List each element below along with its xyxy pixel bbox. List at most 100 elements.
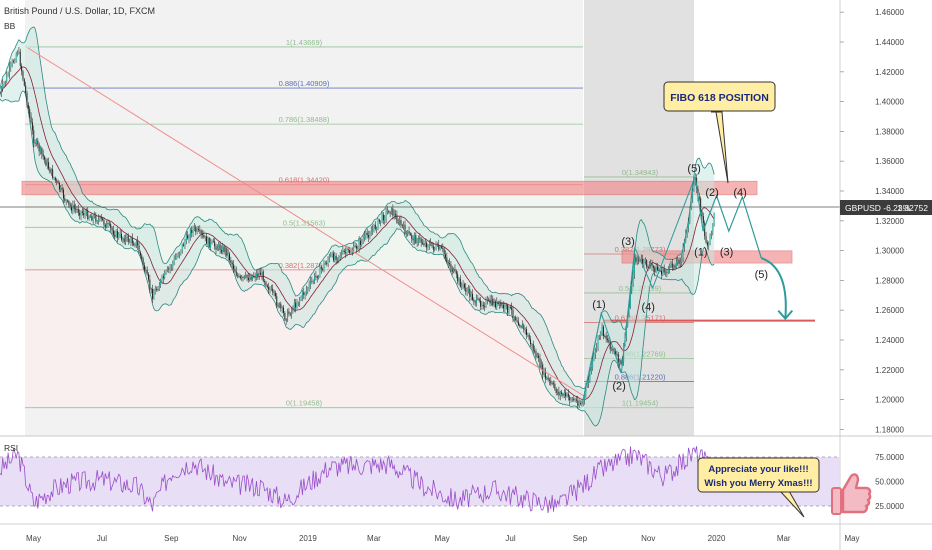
candle-body: [276, 296, 278, 305]
candle-body: [578, 403, 580, 406]
candle-body: [396, 215, 398, 223]
candle-body: [249, 276, 251, 281]
bb-fill: [0, 26, 715, 427]
candle-body: [72, 205, 74, 211]
candle-body: [83, 213, 85, 216]
candle-body: [247, 277, 249, 281]
candle-body: [494, 301, 496, 308]
candle-body: [235, 271, 237, 276]
candle-body: [91, 216, 93, 221]
candle-body: [187, 235, 189, 239]
candle-body: [542, 364, 544, 375]
candle-body: [242, 277, 244, 278]
candle-body: [355, 246, 357, 249]
candle-body: [682, 247, 684, 258]
candle-body: [705, 236, 707, 243]
candle-body: [611, 348, 613, 350]
candle-body: [480, 300, 482, 307]
candle-body: [173, 258, 175, 263]
candle-body: [454, 268, 456, 272]
candle-body: [384, 218, 386, 221]
candle-body: [143, 265, 145, 271]
candle-body: [203, 234, 205, 238]
price-tick-label: 1.42000: [875, 68, 904, 77]
resistance-zone[interactable]: [21, 180, 758, 196]
thumbs-up-icon: [831, 473, 872, 515]
candle-body: [662, 268, 664, 275]
candle-body: [218, 244, 220, 249]
candle-body: [535, 351, 537, 358]
candle-body: [137, 241, 139, 246]
candle-body: [224, 248, 226, 253]
time-tick-label: May: [435, 534, 450, 543]
candle-body: [702, 216, 704, 224]
fibo-callout[interactable]: FIBO 618 POSITION: [663, 81, 776, 184]
candle-body: [145, 269, 147, 271]
candle-body: [493, 301, 495, 305]
candle-body: [656, 266, 658, 271]
candle-body: [397, 222, 399, 224]
candle-body: [589, 371, 591, 381]
rsi-axis[interactable]: 75.0000 50.0000 25.0000: [875, 453, 904, 511]
candle-body: [301, 292, 303, 298]
candle-body: [438, 244, 440, 250]
candle-body: [688, 221, 689, 229]
candle-body: [427, 246, 429, 248]
candle-body: [343, 250, 345, 253]
candle-body: [102, 218, 104, 221]
candle-body: [8, 66, 10, 75]
candle-body: [150, 288, 152, 290]
candle-body: [99, 216, 101, 219]
thanks-callout[interactable]: Appreciate your like!!! Wish you Merry X…: [697, 457, 820, 518]
candle-body: [412, 238, 414, 241]
impulse-wave-path[interactable]: [581, 175, 696, 405]
fibo-callout-text: FIBO 618 POSITION: [670, 92, 769, 104]
candle-body: [7, 74, 9, 76]
candle-body: [180, 250, 182, 253]
rsi-tick-label: 75.0000: [875, 453, 904, 462]
candle-body: [530, 339, 532, 345]
candle-body: [250, 276, 252, 280]
candle-body: [651, 263, 653, 267]
candle-body: [183, 244, 185, 246]
candle-body: [100, 216, 102, 219]
trend-line[interactable]: [27, 47, 585, 397]
candle-body: [558, 391, 560, 396]
candle-body: [141, 255, 143, 259]
candle-body: [304, 293, 306, 296]
candle-body: [341, 252, 343, 256]
candle-body: [196, 229, 198, 232]
candle-body: [13, 61, 14, 63]
candle-body: [4, 81, 6, 84]
candle-body: [462, 283, 464, 285]
candle-body: [328, 255, 330, 260]
candle-body: [206, 236, 208, 244]
candle-body: [230, 260, 232, 263]
candle-body: [308, 284, 310, 289]
wave-label: (2): [612, 381, 625, 393]
candle-body: [376, 228, 378, 230]
candle-body: [548, 379, 550, 381]
candle-body: [199, 230, 201, 231]
projection-path[interactable]: [694, 176, 762, 259]
candle-body: [534, 350, 536, 352]
candle-body: [160, 280, 162, 286]
candle-body: [237, 275, 239, 277]
candle-body: [511, 307, 513, 311]
candle-body: [245, 275, 247, 277]
time-axis[interactable]: May Jul Sep Nov 2019 Mar May Jul Sep Nov 2020 Mar Ma…: [26, 534, 860, 543]
candle-body: [278, 303, 280, 307]
indicator-rsi-label[interactable]: RSI: [4, 443, 18, 453]
candle-body: [15, 54, 17, 61]
candle-body: [296, 303, 298, 308]
wave-label: (5): [687, 163, 700, 175]
indicator-bb-label[interactable]: BB: [4, 21, 16, 31]
candle-body: [401, 225, 403, 227]
candle-body: [546, 377, 548, 379]
fib-right-label: 1(1.19454): [622, 399, 659, 408]
price-axis[interactable]: 1.46000 1.44000 1.42000 1.40000 1.38000 1.360…: [840, 8, 905, 434]
candle-body: [528, 334, 530, 340]
rsi-path: [0, 446, 715, 514]
